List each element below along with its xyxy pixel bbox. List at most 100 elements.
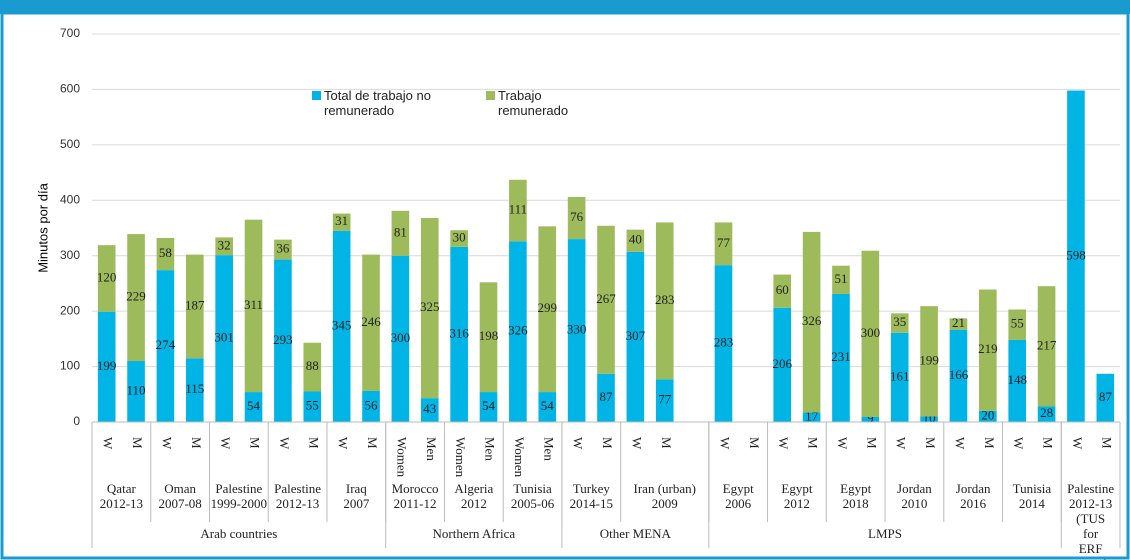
data-label: 283 xyxy=(714,335,734,350)
region-label: Other MENA xyxy=(600,526,672,541)
bar-segment xyxy=(597,225,615,374)
y-tick-label: 600 xyxy=(60,82,80,96)
bar-segment xyxy=(861,417,880,422)
bar-segment xyxy=(597,373,615,422)
data-label: 60 xyxy=(776,282,789,297)
bar-segment xyxy=(949,329,968,422)
x-tick-label: W xyxy=(101,437,116,450)
bar-segment xyxy=(773,274,792,308)
data-label: 32 xyxy=(218,237,231,252)
bar-segment xyxy=(802,231,821,413)
bar-segment xyxy=(391,210,410,256)
legend-item: Trabajo remunerado xyxy=(486,88,593,118)
bar-segment xyxy=(567,239,586,422)
data-label: 56 xyxy=(365,397,379,412)
x-tick-label: W xyxy=(629,437,644,450)
bar-segment xyxy=(450,230,468,247)
bar-segment xyxy=(362,254,380,391)
data-label: 77 xyxy=(717,235,731,250)
bar-segment xyxy=(127,234,145,362)
data-label: 219 xyxy=(978,341,998,356)
bar-segment xyxy=(832,293,850,422)
data-label: 115 xyxy=(185,381,204,396)
bar-segment xyxy=(97,311,116,422)
group-label: Tunisia 2014 xyxy=(1012,481,1052,511)
data-label: 300 xyxy=(391,330,411,345)
x-tick-label: W xyxy=(894,437,909,450)
legend-swatch xyxy=(312,91,321,100)
x-tick-label: W xyxy=(952,437,967,450)
bar-segment xyxy=(215,255,233,422)
legend-swatch xyxy=(486,91,495,100)
group-label: Iraq 2007 xyxy=(343,481,370,511)
bar-segment xyxy=(1067,90,1085,422)
data-label: 166 xyxy=(949,367,969,382)
bar-segment xyxy=(861,250,880,418)
bar-segment xyxy=(655,379,674,422)
bar-segment xyxy=(420,398,439,422)
x-tick-label: Women xyxy=(453,437,468,478)
data-label: 300 xyxy=(861,325,881,340)
x-tick-label: M xyxy=(365,437,380,449)
bar-segment xyxy=(509,241,527,422)
x-tick-label: M xyxy=(1099,437,1114,449)
bar-segment xyxy=(1037,406,1056,422)
group-label: Jordan 2016 xyxy=(955,481,991,511)
data-label: 231 xyxy=(831,349,851,364)
data-label: 31 xyxy=(335,213,348,228)
data-label: 301 xyxy=(214,330,234,345)
data-label: 199 xyxy=(919,352,939,367)
bar-segment xyxy=(890,313,909,333)
x-tick-label: W xyxy=(159,437,174,450)
group-label: Egypt 2018 xyxy=(840,481,872,511)
data-label: 229 xyxy=(126,289,146,304)
data-label: 198 xyxy=(479,328,499,343)
data-label: 111 xyxy=(509,202,528,217)
bar-segment xyxy=(97,245,116,312)
frame xyxy=(0,11,1130,560)
bar-segment xyxy=(1008,309,1027,340)
x-tick-label: M xyxy=(747,437,762,449)
x-tick-label: W xyxy=(1070,437,1085,450)
data-label: 330 xyxy=(567,322,587,337)
bar-segment xyxy=(156,270,175,422)
data-label: 187 xyxy=(185,297,205,312)
x-tick-label: W xyxy=(571,437,586,450)
data-label: 36 xyxy=(276,241,290,256)
bar-segment xyxy=(127,361,145,422)
region-label: Northern Africa xyxy=(432,526,515,541)
group-label: Oman 2007-08 xyxy=(158,481,202,511)
group-label: Turkey 2014-15 xyxy=(569,481,613,511)
data-label: 199 xyxy=(97,358,117,373)
bar-segment xyxy=(890,332,909,422)
data-label: 598 xyxy=(1066,247,1086,262)
y-tick-label: 400 xyxy=(60,192,80,206)
x-tick-label: M xyxy=(600,437,615,449)
bar-segment xyxy=(1037,286,1056,407)
data-label: 51 xyxy=(834,271,847,286)
data-label: 217 xyxy=(1037,337,1057,352)
x-tick-label: W xyxy=(776,437,791,450)
y-tick-label: 200 xyxy=(60,303,80,317)
data-label: 20 xyxy=(981,407,994,422)
data-label: 81 xyxy=(394,224,407,239)
group-label: Palestine 1999-2000 xyxy=(210,481,268,511)
bar-segment xyxy=(479,282,498,393)
bar-segment xyxy=(714,222,733,266)
bar-segment xyxy=(244,219,263,393)
bar-segment xyxy=(920,416,938,422)
bar-segment xyxy=(1008,339,1027,422)
data-label: 326 xyxy=(508,323,528,338)
x-tick-label: M xyxy=(923,437,938,449)
bar-segment xyxy=(185,254,204,359)
data-label: 40 xyxy=(629,232,642,247)
data-label: 54 xyxy=(247,398,261,413)
bar-segment xyxy=(979,289,997,411)
x-tick-label: M xyxy=(189,437,204,449)
group-label: Algeria 2012 xyxy=(454,481,494,511)
y-tick-label: 700 xyxy=(60,26,80,40)
x-tick-label: Women xyxy=(394,437,409,478)
data-label: 311 xyxy=(244,297,263,312)
